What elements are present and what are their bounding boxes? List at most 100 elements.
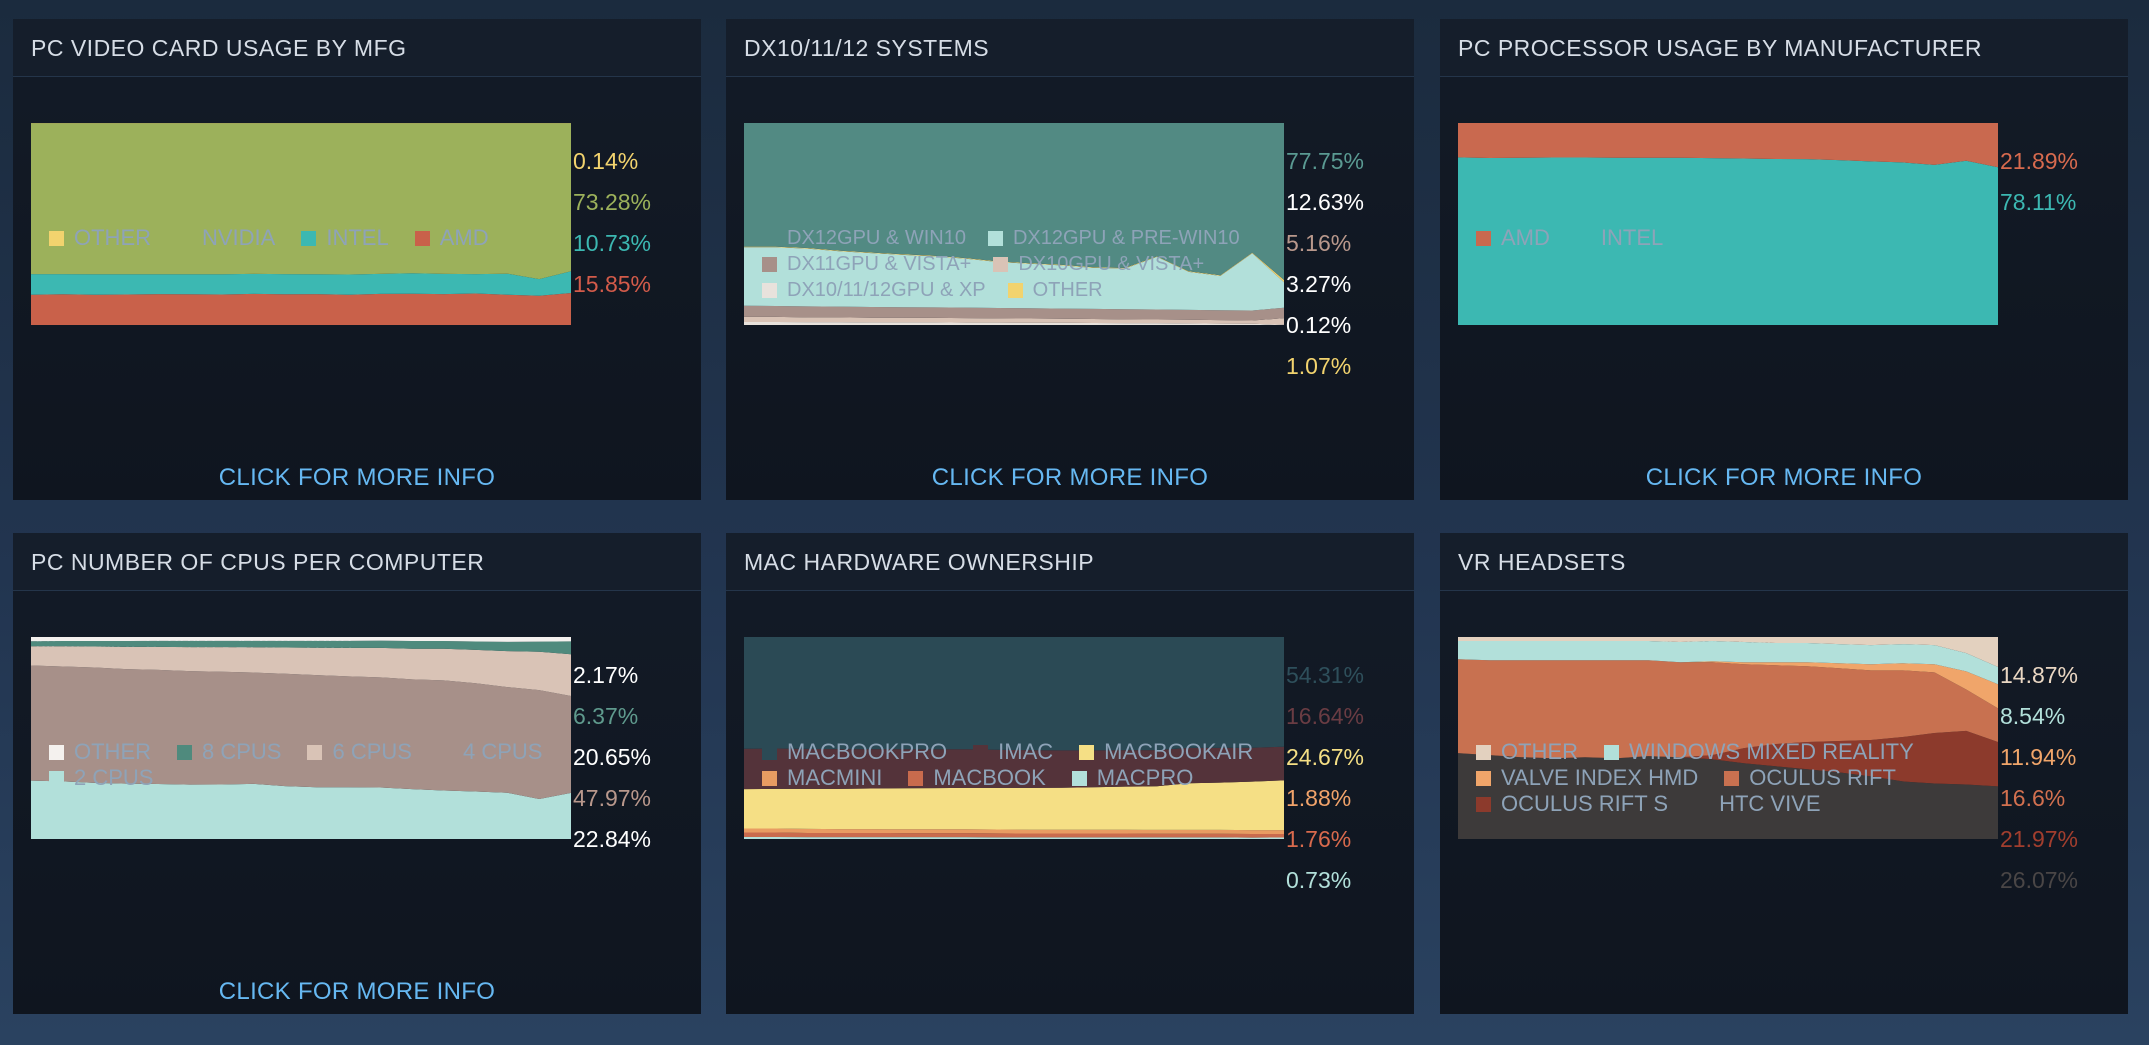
legend-label: OCULUS RIFT S — [1501, 791, 1669, 816]
chart-legend: OTHER NVIDIA INTEL AMD — [49, 226, 579, 250]
vr-headsets-area-chart[interactable] — [1458, 637, 1998, 839]
series-4-cpus-area[interactable] — [31, 665, 571, 800]
legend-swatch — [1476, 230, 1491, 246]
series-oculus-rift-s-area[interactable] — [1458, 730, 1998, 787]
series-macbookair-area[interactable] — [744, 780, 1284, 831]
data-label: 1.88% — [1286, 785, 1352, 811]
panel-title: MAC HARDWARE OWNERSHIP — [726, 533, 1414, 591]
legend-label: MACMINI — [787, 765, 883, 790]
legend-item: NVIDIA — [177, 226, 275, 250]
series-2-cpus-area[interactable] — [31, 780, 571, 839]
more-info-link[interactable]: CLICK FOR MORE INFO — [218, 978, 496, 1005]
data-label: 6.37% — [573, 703, 639, 729]
legend-item: IMAC — [973, 740, 1053, 764]
chart-legend: OTHER WINDOWS MIXED REALITY VALVE INDEX HM… — [1476, 740, 2006, 816]
legend-label: VALVE INDEX HMD — [1501, 765, 1699, 790]
series-dx12gpu-pre-win10-area[interactable] — [744, 247, 1284, 311]
more-info-link[interactable]: CLICK FOR MORE INFO — [1645, 464, 1923, 491]
chart-legend: OTHER 8 CPUS 6 CPUS 4 CPUS 2 CPUS — [49, 740, 579, 790]
panel-title: DX10/11/12 SYSTEMS — [726, 19, 1414, 77]
legend-label: DX10GPU & VISTA+ — [1018, 253, 1205, 275]
series-oculus-rift-area[interactable] — [1458, 659, 1998, 759]
data-label: 5.16% — [1286, 230, 1352, 256]
cpus-area-chart[interactable] — [31, 637, 571, 839]
latest-values: 2.17% 6.37% 20.65% 47.97% 22.84% — [573, 655, 651, 860]
latest-values: 54.31% 16.64% 24.67% 1.88% 1.76% 0.73% — [1286, 655, 1364, 901]
legend-swatch — [762, 744, 777, 760]
latest-values: 14.87% 8.54% 11.94% 16.6% 21.97% 26.07% — [2000, 655, 2078, 901]
legend-item: OCULUS RIFT S — [1476, 792, 1668, 816]
series-dx10gpu-vista--area[interactable] — [744, 316, 1284, 325]
data-label: 3.27% — [1286, 271, 1352, 297]
legend-item: WINDOWS MIXED REALITY — [1604, 740, 1914, 764]
data-label: 14.87% — [2000, 662, 2079, 688]
legend-swatch — [762, 282, 777, 298]
series-intel-area[interactable] — [31, 271, 571, 296]
data-label: 20.65% — [573, 744, 652, 770]
legend-label: OTHER — [74, 739, 151, 764]
legend-swatch — [987, 230, 1003, 246]
legend-label: AMD — [439, 225, 489, 250]
series-amd-area[interactable] — [1458, 123, 1998, 168]
series-macbook-area[interactable] — [744, 832, 1284, 838]
series-8-cpus-area[interactable] — [31, 640, 571, 655]
series-imac-area[interactable] — [744, 746, 1284, 790]
legend-swatch — [1007, 282, 1023, 298]
chart-legend: DX12GPU & WIN10 DX12GPU & PRE-WIN10 DX11GP… — [762, 226, 1292, 302]
chart-legend: AMD INTEL — [1476, 226, 2006, 250]
legend-item: OCULUS RIFT — [1724, 766, 1896, 790]
series-macpro-area[interactable] — [744, 836, 1284, 839]
legend-label: OTHER — [1032, 279, 1103, 301]
data-label: 77.75% — [1286, 148, 1365, 174]
series-windows-mixed-reality-area[interactable] — [1458, 641, 1998, 685]
data-label: 22.84% — [573, 826, 652, 852]
legend-item: AMD — [414, 225, 489, 250]
legend-label: 2 CPUS — [74, 765, 154, 790]
latest-values: 21.89% 78.11% — [2000, 141, 2078, 223]
legend-item: INTEL — [301, 226, 389, 250]
dx-systems-area-chart[interactable] — [744, 123, 1284, 325]
legend-item: DX12GPU & PRE-WIN10 — [987, 226, 1240, 250]
more-info-link[interactable]: CLICK FOR MORE INFO — [218, 464, 496, 491]
legend-item: INTEL — [1575, 225, 1664, 250]
series-amd-area[interactable] — [31, 292, 571, 325]
legend-swatch — [1071, 770, 1087, 786]
cpus-panel: PC NUMBER OF CPUS PER COMPUTERNOVEMBER 2… — [13, 533, 701, 1014]
video-card-area-chart[interactable] — [31, 123, 571, 325]
legend-item: 4 CPUS — [437, 740, 542, 764]
data-label: 15.85% — [573, 271, 652, 297]
series-intel-area[interactable] — [1458, 157, 1998, 325]
mac-hardware-area-chart[interactable] — [744, 637, 1284, 839]
data-label: 78.11% — [2000, 189, 2077, 215]
data-label: 1.07% — [1286, 353, 1352, 379]
series-nvidia-area[interactable] — [31, 123, 571, 280]
series-htc-vive-area[interactable] — [1458, 753, 1998, 839]
legend-label: OTHER — [74, 225, 151, 250]
vr-headsets-panel: VR HEADSETSNOVEMBER 2018 - APRIL 202014.… — [1440, 533, 2128, 1014]
data-label: 21.97% — [2000, 826, 2079, 852]
processor-area-chart[interactable] — [1458, 123, 1998, 325]
legend-item: AMD — [1476, 226, 1550, 250]
series-other-area[interactable] — [1458, 637, 1998, 668]
data-label: 0.73% — [1286, 867, 1352, 893]
latest-values: 77.75% 12.63% 5.16% 3.27% 0.12% 1.07% — [1286, 141, 1364, 387]
legend-item: OTHER — [49, 740, 151, 764]
data-label: 54.31% — [1286, 662, 1365, 688]
series-macbookpro-area[interactable] — [744, 637, 1284, 751]
legend-label: NVIDIA — [202, 225, 276, 250]
more-info-link[interactable]: CLICK FOR MORE INFO — [931, 464, 1209, 491]
series-6-cpus-area[interactable] — [31, 646, 571, 696]
legend-swatch — [414, 230, 430, 246]
series-dx12gpu-win10-area[interactable] — [744, 123, 1284, 281]
legend-item: OTHER — [1476, 740, 1578, 764]
series-dx11gpu-vista--area[interactable] — [744, 305, 1284, 321]
legend-item: OTHER — [49, 226, 151, 250]
legend-label: OCULUS RIFT — [1749, 765, 1896, 790]
legend-item: 6 CPUS — [307, 740, 412, 764]
data-label: 11.94% — [2000, 744, 2077, 770]
legend-label: INTEL — [1600, 225, 1664, 250]
series-other-area[interactable] — [31, 637, 571, 642]
series-dx10-11-12gpu-xp-area[interactable] — [744, 321, 1284, 325]
legend-item: OTHER — [1007, 278, 1103, 302]
series-macmini-area[interactable] — [744, 828, 1284, 834]
